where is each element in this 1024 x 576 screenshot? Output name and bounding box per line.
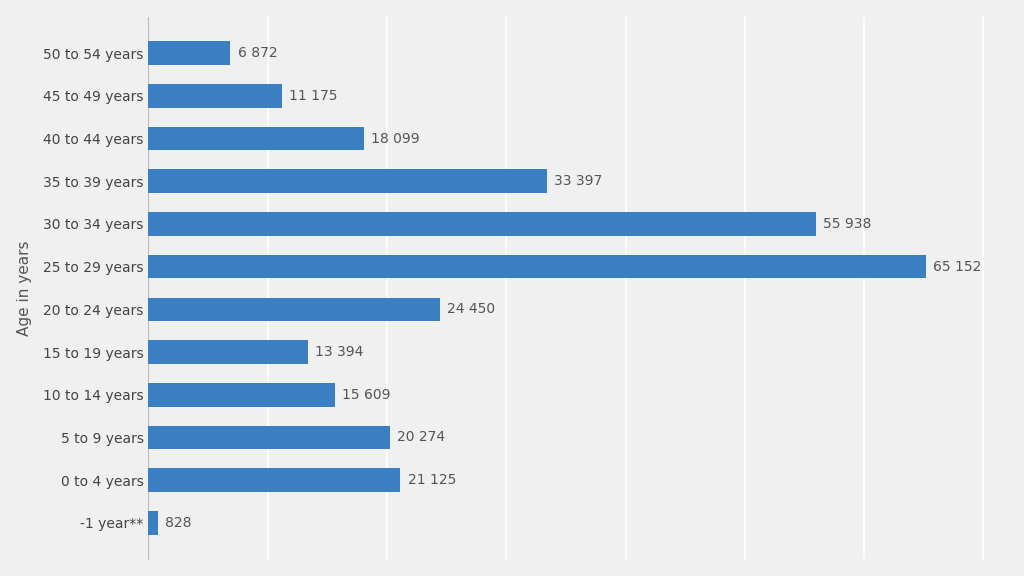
Bar (148, 169, 547, 193)
Bar (148, 340, 308, 364)
Y-axis label: Age in years: Age in years (16, 240, 32, 336)
Bar (148, 383, 335, 407)
Bar (148, 426, 390, 449)
Bar (148, 298, 440, 321)
Bar (148, 127, 365, 150)
Text: 18 099: 18 099 (372, 131, 420, 146)
Text: 65 152: 65 152 (933, 260, 981, 274)
Bar (148, 468, 400, 492)
Bar (148, 212, 816, 236)
Text: 21 125: 21 125 (408, 473, 456, 487)
Bar (148, 511, 159, 535)
Bar (148, 84, 282, 108)
Text: 33 397: 33 397 (554, 174, 602, 188)
Text: 6 872: 6 872 (238, 46, 278, 60)
Text: 24 450: 24 450 (447, 302, 496, 316)
Text: 20 274: 20 274 (397, 430, 445, 445)
Bar (148, 41, 230, 65)
Text: 55 938: 55 938 (823, 217, 871, 231)
Text: 828: 828 (166, 516, 191, 530)
Text: 15 609: 15 609 (342, 388, 390, 402)
Text: 11 175: 11 175 (289, 89, 337, 103)
Bar (148, 255, 926, 278)
Text: 13 394: 13 394 (315, 345, 364, 359)
